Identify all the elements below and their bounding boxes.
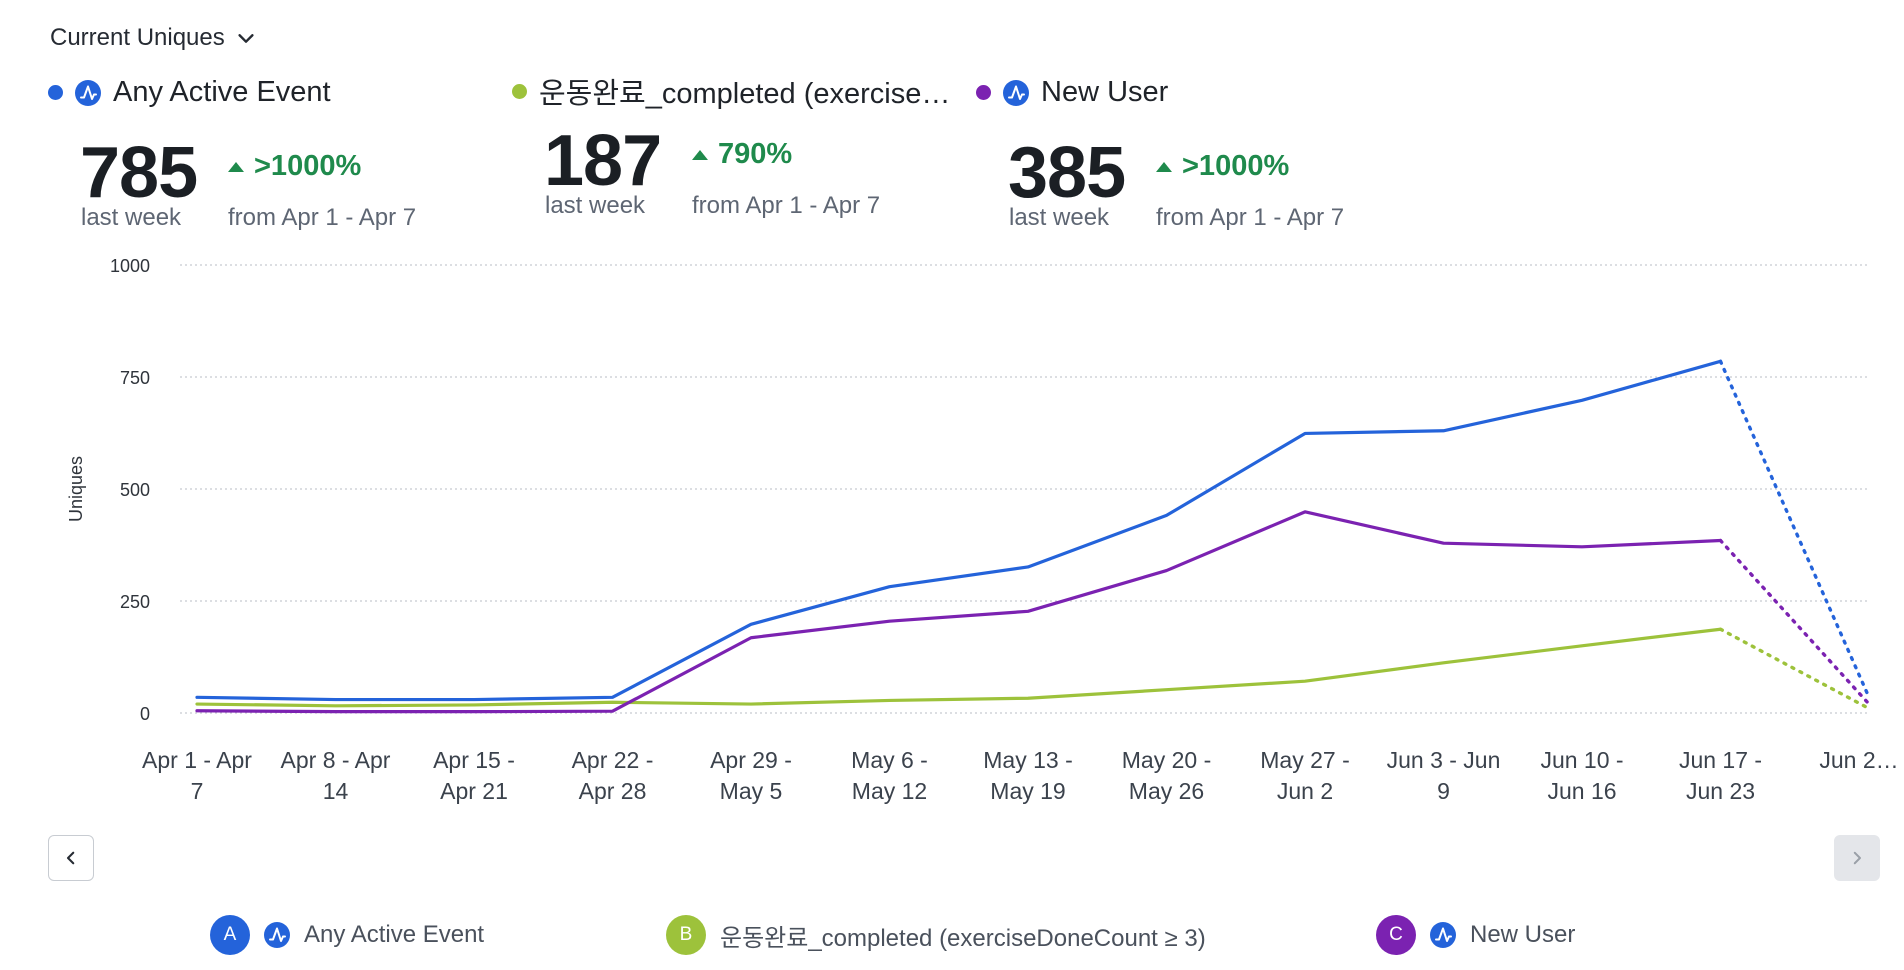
amplitude-logo-icon xyxy=(1003,79,1029,106)
x-tick-label: May 13 -May 19 xyxy=(983,747,1072,804)
legend-label: Any Active Event xyxy=(304,921,485,948)
summary-change: >1000% xyxy=(228,150,361,183)
summary-card-any-active-event: Any Active Event 785 last week >1000% fr… xyxy=(48,76,478,236)
up-triangle-icon xyxy=(1156,161,1172,172)
x-tick-label: May 27 -Jun 2 xyxy=(1260,747,1349,804)
series-c-dot xyxy=(976,85,991,100)
series-line-b xyxy=(195,627,1723,708)
y-tick-label: 1000 xyxy=(110,256,150,276)
up-triangle-icon xyxy=(692,149,708,160)
series-projection-b xyxy=(1718,627,1871,711)
summary-value: 785 xyxy=(80,133,198,213)
metric-dropdown[interactable]: Current Uniques xyxy=(50,24,257,52)
x-tick-label: Jun 17 -Jun 23 xyxy=(1679,747,1762,804)
summary-value: 187 xyxy=(544,121,662,201)
summary-card-new-user: New User 385 last week >1000% from Apr 1… xyxy=(976,76,1406,236)
series-projection-a xyxy=(1718,359,1871,700)
summary-name: New User xyxy=(1041,76,1169,108)
up-triangle-icon xyxy=(228,161,244,172)
summary-change: 790% xyxy=(692,138,792,171)
summary-card-exercise-completed: 운동완료_completed (exercise… 187 last week … xyxy=(512,70,972,230)
y-tick-label: 750 xyxy=(120,368,150,388)
series-b-dot xyxy=(512,83,527,99)
series-projection-c xyxy=(1718,538,1871,706)
legend-item-a[interactable]: A Any Active Event xyxy=(210,915,484,955)
series-line-c xyxy=(195,510,1723,714)
summary-change-label: from Apr 1 - Apr 7 xyxy=(1156,204,1345,231)
x-tick-label: Jun 3 - Jun 9 xyxy=(1387,747,1501,804)
x-tick-label: May 20 -May 26 xyxy=(1122,747,1211,804)
amplitude-logo-icon xyxy=(264,922,290,948)
summary-value-label: last week xyxy=(1009,204,1110,231)
legend-badge-b: B xyxy=(666,915,706,955)
x-tick-label: Jun 2… xyxy=(1819,747,1898,773)
legend-badge-a: A xyxy=(210,915,250,955)
x-tick-label: Apr 29 -May 5 xyxy=(710,747,792,804)
x-tick-label: May 6 -May 12 xyxy=(851,747,928,804)
legend-label: 운동완료_completed (exerciseDoneCount ≥ 3) xyxy=(720,924,1206,952)
chart-next-button[interactable] xyxy=(1834,835,1880,881)
x-tick-label: Jun 10 -Jun 16 xyxy=(1540,747,1623,804)
chart-prev-button[interactable] xyxy=(48,835,94,881)
summary-name: 운동완료_completed (exercise… xyxy=(539,78,951,110)
legend-item-b[interactable]: B 운동완료_completed (exerciseDoneCount ≥ 3) xyxy=(666,915,1206,955)
summary-value-label: last week xyxy=(545,192,646,219)
summary-name: Any Active Event xyxy=(113,76,331,108)
metric-dropdown-label: Current Uniques xyxy=(50,24,225,51)
legend-item-c[interactable]: C New User xyxy=(1376,915,1575,955)
x-tick-label: Apr 15 -Apr 21 xyxy=(433,747,515,804)
chevron-down-icon xyxy=(238,34,254,43)
legend-badge-c: C xyxy=(1376,915,1416,955)
x-tick-label: Apr 1 - Apr 7 xyxy=(142,747,252,804)
legend-label: New User xyxy=(1470,921,1576,948)
chevron-right-icon xyxy=(1853,851,1861,865)
series-line-a xyxy=(195,359,1723,702)
x-tick-label: Apr 8 - Apr 14 xyxy=(281,747,391,804)
summary-value: 385 xyxy=(1008,133,1126,213)
summary-change-label: from Apr 1 - Apr 7 xyxy=(692,192,881,219)
y-tick-label: 500 xyxy=(120,480,150,500)
series-a-dot xyxy=(48,85,63,100)
x-tick-label: Apr 22 -Apr 28 xyxy=(572,747,654,804)
amplitude-logo-icon xyxy=(75,79,101,106)
summary-change-label: from Apr 1 - Apr 7 xyxy=(228,204,417,231)
y-tick-label: 250 xyxy=(120,592,150,612)
y-axis-label: Uniques xyxy=(66,456,86,522)
chevron-left-icon xyxy=(66,851,75,865)
y-tick-label: 0 xyxy=(140,704,150,724)
summary-change: >1000% xyxy=(1156,150,1289,183)
amplitude-logo-icon xyxy=(1430,922,1456,948)
line-chart: 0 250 500 750 1000 Uniques Apr 1 - Apr 7 Apr 8 -… xyxy=(66,256,1899,804)
summary-value-label: last week xyxy=(81,204,182,231)
